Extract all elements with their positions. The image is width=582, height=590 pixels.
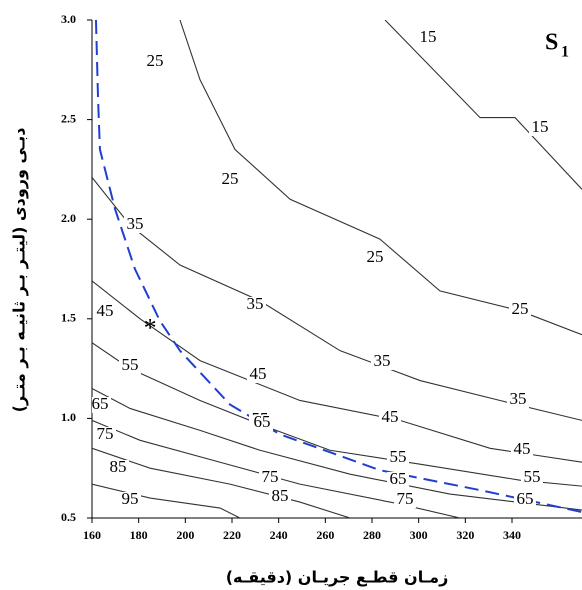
contour-label: 45: [514, 439, 531, 458]
label-bg: [144, 54, 166, 70]
contour-label: 35: [510, 389, 527, 408]
contour-label: 25: [222, 169, 239, 188]
contour-label: 85: [272, 486, 289, 505]
panel-label: S: [545, 30, 558, 56]
label-bg: [521, 470, 543, 486]
contour-label: 25: [147, 51, 164, 70]
y-tick-label: 2.5: [61, 111, 76, 125]
contour-label: 65: [390, 469, 407, 488]
x-tick-label: 240: [270, 528, 288, 542]
contour-label: 75: [262, 467, 279, 486]
label-bg: [394, 492, 416, 508]
panel-bg: [535, 28, 580, 64]
panel-subscript: 1: [561, 44, 569, 61]
contour-label: 45: [97, 301, 114, 320]
y-axis-title: دبـی ورودی (لیتـر بـر ثانیـه بـر متـر): [10, 128, 29, 413]
label-bg: [417, 30, 439, 46]
label-bg: [529, 120, 551, 136]
x-tick-label: 340: [503, 528, 521, 542]
y-tick-label: 0.5: [61, 510, 76, 524]
contour-label: 15: [420, 27, 437, 46]
x-axis-title: زمـان قطـع جریـان (دقیقـه): [226, 568, 449, 587]
x-tick-label: 200: [176, 528, 194, 542]
label-bg: [364, 250, 386, 266]
contour-line: [92, 483, 241, 518]
contour-label: 75: [397, 489, 414, 508]
contour-line: [179, 20, 582, 336]
label-bg: [247, 367, 269, 383]
label-bg: [124, 217, 146, 233]
contour-label: 35: [247, 294, 264, 313]
contour-line: [92, 388, 582, 511]
y-tick-label: 1.5: [61, 311, 76, 325]
contour-label: 35: [374, 351, 391, 370]
label-bg: [511, 442, 533, 458]
contour-label: 55: [524, 467, 541, 486]
label-bg: [119, 492, 141, 508]
label-bg: [244, 297, 266, 313]
contour-label: 85: [110, 457, 127, 476]
contour-line: [92, 280, 582, 463]
label-bg: [107, 460, 129, 476]
plot-area: 1515252525253535353545454545555555556565…: [92, 20, 582, 518]
label-bg: [514, 492, 536, 508]
contour-label: 65: [254, 412, 271, 431]
x-tick-label: 280: [363, 528, 381, 542]
label-bg: [251, 415, 273, 431]
contour-label: 45: [250, 364, 267, 383]
label-bg: [269, 489, 291, 505]
x-tick-label: 180: [130, 528, 148, 542]
y-tick-label: 3.0: [61, 12, 76, 26]
contour-label: 75: [97, 424, 114, 443]
contour-label: 55: [122, 355, 139, 374]
label-bg: [219, 172, 241, 188]
marker: *: [144, 314, 157, 343]
contour-label: 65: [92, 394, 109, 413]
contour-label: 25: [367, 247, 384, 266]
label-bg: [371, 354, 393, 370]
label-bg: [94, 427, 116, 443]
contour-line: [92, 447, 351, 518]
x-tick-label: 300: [410, 528, 428, 542]
y-tick-label: 2.0: [61, 211, 76, 225]
contour-label: 45: [382, 407, 399, 426]
label-bg: [94, 304, 116, 320]
contour-line: [92, 342, 582, 487]
contour-label: 65: [517, 489, 534, 508]
contour-label: 15: [532, 117, 549, 136]
contour-line: [384, 20, 582, 190]
contour-label: 35: [127, 214, 144, 233]
label-bg: [387, 472, 409, 488]
label-bg: [387, 450, 409, 466]
label-bg: [119, 358, 141, 374]
x-tick-label: 220: [223, 528, 241, 542]
label-bg: [507, 392, 529, 408]
label-bg: [379, 410, 401, 426]
label-bg: [92, 397, 111, 413]
x-tick-label: 260: [316, 528, 334, 542]
label-bg: [509, 302, 531, 318]
contour-label: 25: [512, 299, 529, 318]
contour-label: 95: [122, 489, 139, 508]
x-tick-label: 160: [83, 528, 101, 542]
contour-label: 55: [390, 447, 407, 466]
label-bg: [259, 470, 281, 486]
x-tick-label: 320: [456, 528, 474, 542]
y-tick-label: 1.0: [61, 410, 76, 424]
boundary-curve: [94, 20, 582, 514]
contour-line: [92, 177, 582, 421]
